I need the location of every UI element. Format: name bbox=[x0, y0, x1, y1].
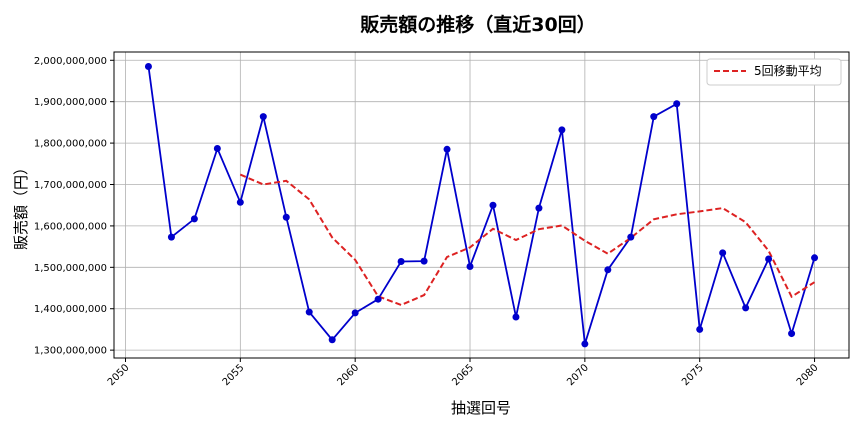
data-point bbox=[282, 213, 290, 221]
legend-label-moving-average: 5回移動平均 bbox=[754, 64, 822, 78]
series-line-moving-average bbox=[239, 173, 816, 307]
data-point bbox=[696, 325, 704, 333]
x-axis-label: 抽選回号 bbox=[451, 399, 511, 417]
data-point bbox=[259, 113, 267, 121]
legend-box bbox=[706, 58, 842, 86]
x-axis-ticks: 2050 2055 2060 2065 2070 2075 2080 bbox=[106, 358, 821, 388]
series-line-sales bbox=[147, 66, 816, 345]
data-point bbox=[719, 249, 727, 257]
data-point bbox=[788, 330, 796, 338]
y-tick-label: 1,900,000,000 bbox=[34, 97, 107, 108]
y-axis-ticks: 1,300,000,000 1,400,000,000 1,500,000,000 1… bbox=[34, 56, 114, 357]
y-tick-label: 1,300,000,000 bbox=[34, 346, 107, 357]
y-tick-label: 1,600,000,000 bbox=[34, 221, 107, 232]
data-point bbox=[305, 308, 313, 316]
legend: 5回移動平均 bbox=[706, 58, 842, 86]
x-tick-label: 2070 bbox=[565, 362, 591, 388]
data-point bbox=[811, 254, 819, 262]
data-point bbox=[420, 257, 428, 265]
x-tick-label: 2050 bbox=[106, 362, 132, 388]
chart-title: 販売額の推移（直近30回） bbox=[360, 13, 595, 36]
data-point bbox=[397, 258, 405, 266]
data-point bbox=[466, 262, 474, 270]
y-tick-label: 1,700,000,000 bbox=[34, 180, 107, 191]
y-tick-label: 1,800,000,000 bbox=[34, 139, 107, 150]
grid bbox=[114, 52, 849, 358]
data-point bbox=[443, 145, 451, 153]
data-point bbox=[627, 233, 635, 241]
y-tick-label: 1,500,000,000 bbox=[34, 263, 107, 274]
series-lines bbox=[147, 66, 816, 345]
x-tick-label: 2060 bbox=[336, 362, 362, 388]
series-points bbox=[144, 62, 819, 348]
data-point bbox=[604, 266, 612, 274]
data-point bbox=[765, 255, 773, 263]
data-point bbox=[558, 126, 566, 134]
data-point bbox=[236, 198, 244, 206]
x-tick-label: 2075 bbox=[680, 362, 706, 388]
data-point bbox=[328, 336, 336, 344]
y-tick-label: 2,000,000,000 bbox=[34, 56, 107, 67]
data-point bbox=[167, 233, 175, 241]
data-point bbox=[650, 113, 658, 121]
y-tick-label: 1,400,000,000 bbox=[34, 304, 107, 315]
data-point bbox=[374, 295, 382, 303]
data-point bbox=[673, 100, 681, 108]
data-point bbox=[190, 215, 198, 223]
data-point bbox=[489, 201, 497, 209]
data-point bbox=[144, 62, 152, 70]
plot-area bbox=[113, 51, 850, 359]
x-tick-label: 2080 bbox=[795, 362, 821, 388]
data-point bbox=[512, 313, 520, 321]
data-point bbox=[351, 309, 359, 317]
x-tick-label: 2055 bbox=[221, 362, 247, 388]
x-tick-label: 2065 bbox=[450, 362, 476, 388]
data-point bbox=[535, 204, 543, 212]
data-point bbox=[581, 340, 589, 348]
data-point bbox=[213, 144, 221, 152]
y-axis-label: 販売額（円） bbox=[12, 160, 30, 250]
data-point bbox=[742, 304, 750, 312]
